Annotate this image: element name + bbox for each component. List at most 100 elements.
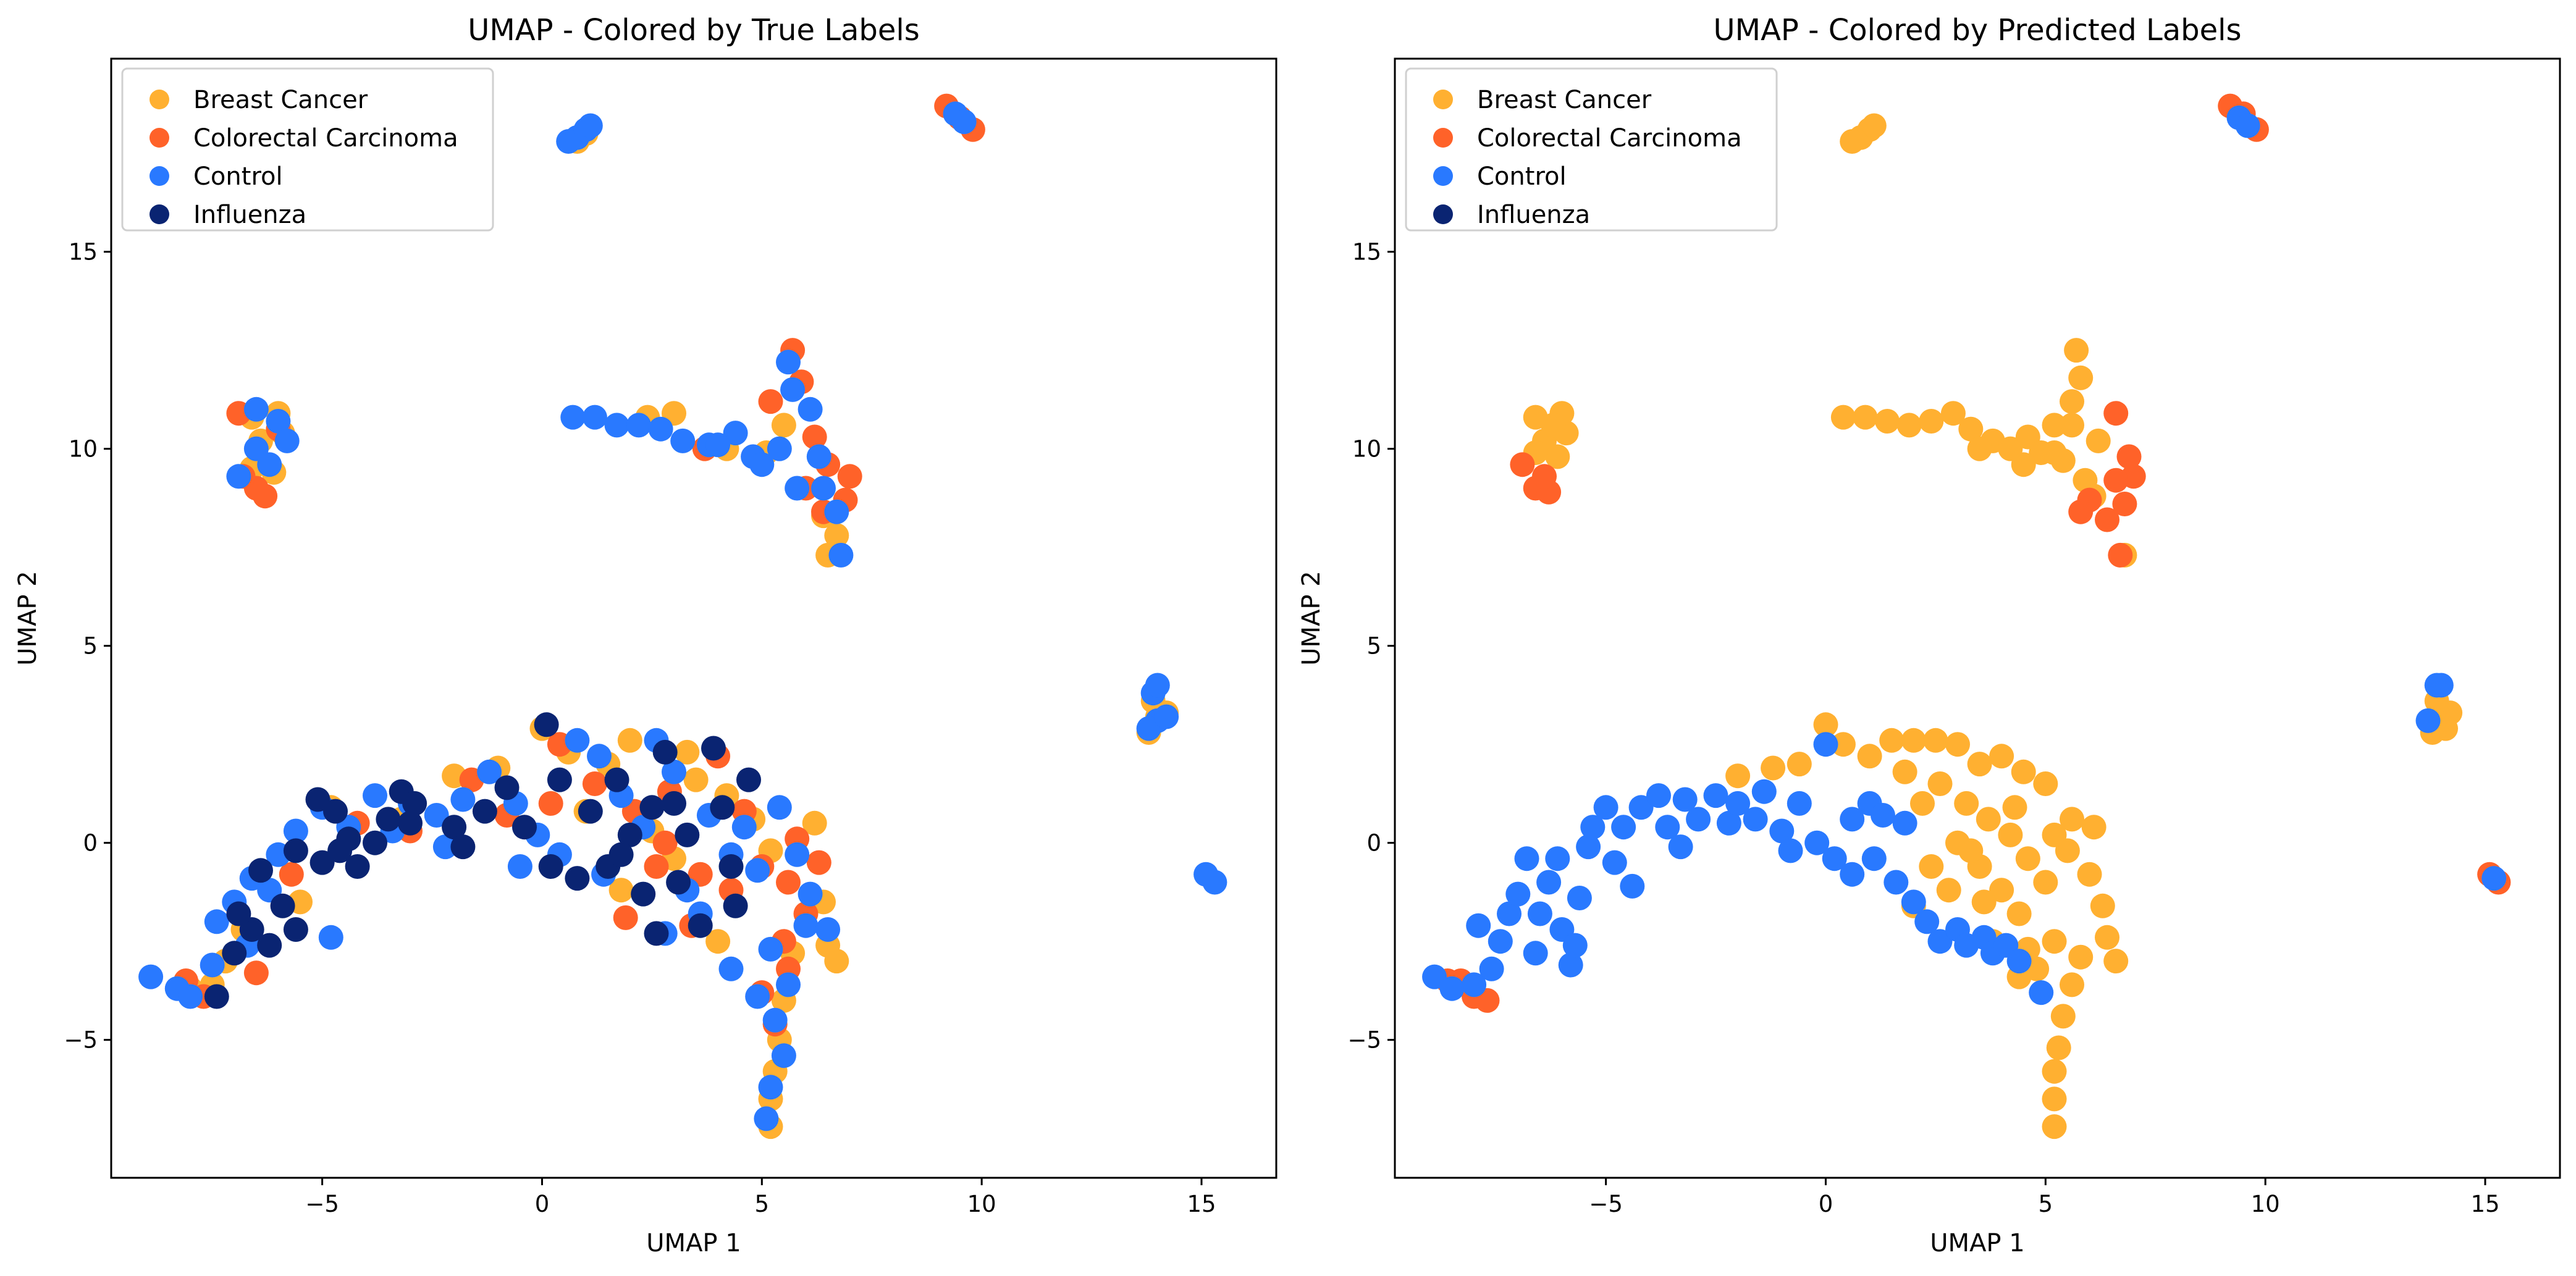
predicted-labels-point-colorectal-carcinoma	[1510, 452, 1535, 477]
predicted-labels-point-breast-cancer	[2060, 807, 2084, 832]
predicted-labels-point-breast-cancer	[1976, 807, 2001, 832]
true-labels-point-control	[243, 397, 269, 422]
true-labels-point-control	[648, 416, 673, 442]
true-labels-point-influenza	[226, 901, 251, 926]
true-labels-point-breast-cancer	[824, 949, 849, 974]
true-labels-point-influenza	[204, 984, 229, 1009]
true-labels-ytick-label: 15	[69, 239, 98, 266]
true-labels-panel: −5 0 5 10 15 −5 0 5 10 15 UMAP - Colored by True…	[14, 13, 1277, 1257]
predicted-labels-point-breast-cancer	[2042, 440, 2067, 465]
predicted-labels-xticks: −5 0 5 10 15	[1589, 1178, 2500, 1217]
predicted-labels-legend-marker-breast-cancer	[1433, 90, 1453, 109]
predicted-labels-point-breast-cancer	[1998, 822, 2023, 847]
predicted-labels-point-breast-cancer	[2015, 846, 2040, 871]
predicted-labels-point-control	[2481, 866, 2507, 891]
true-labels-point-control	[274, 428, 300, 453]
predicted-labels-point-breast-cancer	[2042, 1114, 2067, 1140]
true-labels-point-influenza	[547, 767, 572, 792]
predicted-labels-title: UMAP - Colored by Predicted Labels	[1714, 13, 2242, 48]
predicted-labels-plot-frame	[1394, 57, 2561, 1179]
predicted-labels-ylabel: UMAP 2	[1297, 571, 1326, 665]
true-labels-point-control	[785, 476, 810, 501]
predicted-labels-point-control	[1892, 810, 1917, 836]
true-labels-point-control	[806, 444, 831, 469]
true-labels-point-control	[432, 834, 458, 860]
true-labels-point-control	[811, 476, 836, 501]
predicted-labels-point-breast-cancer	[2081, 815, 2107, 840]
predicted-labels-point-control	[2006, 949, 2032, 974]
predicted-labels-point-breast-cancer	[1879, 728, 1905, 753]
true-labels-point-influenza	[512, 815, 537, 840]
predicted-labels-point-breast-cancer	[1857, 744, 1882, 769]
true-labels-ytick-label: −5	[64, 1027, 98, 1054]
predicted-labels-point-control	[1927, 929, 1953, 954]
predicted-labels-point-breast-cancer	[1813, 712, 1838, 737]
predicted-labels-point-breast-cancer	[2011, 452, 2036, 477]
true-labels-point-control	[626, 413, 651, 438]
predicted-labels-point-control	[1462, 972, 1487, 997]
predicted-labels-point-control	[1914, 909, 1940, 934]
predicted-labels-point-control	[1514, 846, 1539, 871]
predicted-labels-point-control	[1527, 901, 1552, 926]
true-labels-plot-frame	[110, 57, 1277, 1179]
predicted-labels-point-breast-cancer	[2042, 413, 2067, 438]
predicted-labels-point-breast-cancer	[1971, 889, 1997, 915]
true-labels-point-breast-cancer	[683, 767, 709, 792]
true-labels-legend-marker-influenza	[149, 204, 169, 224]
true-labels-point-control	[1202, 870, 1227, 895]
predicted-labels-point-breast-cancer	[1830, 405, 1856, 430]
predicted-labels-point-breast-cancer	[1541, 413, 1566, 438]
true-labels-point-influenza	[323, 799, 348, 824]
true-labels-point-control	[815, 917, 841, 942]
true-labels-point-control	[283, 818, 308, 844]
predicted-labels-point-control	[1716, 810, 1741, 836]
predicted-labels-point-colorectal-carcinoma	[2112, 492, 2137, 516]
true-labels-point-breast-cancer	[617, 728, 642, 753]
predicted-labels-point-breast-cancer	[1830, 732, 1856, 757]
true-labels-point-influenza	[652, 739, 678, 765]
predicted-labels-point-breast-cancer	[1853, 405, 1878, 430]
predicted-labels-point-breast-cancer	[2064, 338, 2089, 363]
true-labels-point-control	[1136, 716, 1161, 741]
predicted-labels-point-breast-cancer	[2077, 862, 2102, 887]
predicted-labels-point-control	[1751, 779, 1777, 804]
true-labels-point-colorectal-carcinoma	[253, 484, 278, 509]
true-labels-legend-marker-colorectal-carcinoma	[149, 128, 169, 148]
true-labels-point-control	[1154, 704, 1179, 729]
predicted-labels-point-control	[1466, 913, 1491, 938]
predicted-labels-point-control	[1422, 964, 1447, 989]
true-labels-point-influenza	[305, 787, 330, 812]
true-labels-point-control	[758, 1075, 783, 1100]
true-labels-point-control	[745, 984, 770, 1009]
true-labels-point-influenza	[283, 917, 308, 942]
predicted-labels-point-breast-cancer	[1761, 755, 1786, 781]
predicted-labels-point-control	[1602, 850, 1627, 875]
predicted-labels-xtick-label: 15	[2470, 1191, 2499, 1217]
predicted-labels-point-breast-cancer	[2060, 413, 2084, 438]
true-labels-point-control	[587, 744, 612, 769]
predicted-labels-point-control	[1804, 830, 1830, 855]
true-labels-point-control	[828, 542, 854, 568]
predicted-labels-point-control	[1628, 795, 1654, 820]
predicted-labels-legend-label-influenza: Influenza	[1477, 201, 1590, 229]
true-labels-point-control	[745, 858, 770, 883]
true-labels-point-control	[582, 405, 607, 430]
predicted-labels-point-breast-cancer	[2086, 428, 2111, 453]
true-labels-point-influenza	[248, 858, 273, 883]
predicted-labels-point-breast-cancer	[1896, 413, 1922, 438]
predicted-labels-point-control	[1822, 846, 1847, 871]
true-labels-point-control	[318, 925, 343, 950]
predicted-labels-point-breast-cancer	[1787, 752, 1812, 777]
predicted-labels-legend-box	[1405, 67, 1778, 232]
true-labels-point-influenza	[639, 795, 665, 820]
predicted-labels-point-control	[1593, 795, 1618, 820]
predicted-labels-point-control	[1488, 929, 1513, 954]
predicted-labels-point-control	[1611, 815, 1636, 840]
predicted-labels-point-breast-cancer	[2060, 972, 2084, 997]
predicted-labels-point-breast-cancer	[2042, 1086, 2067, 1112]
predicted-labels-legend-marker-control	[1433, 166, 1453, 186]
true-labels-ytick-label: 0	[83, 830, 98, 857]
predicted-labels-point-control	[1505, 881, 1531, 907]
true-labels-point-control	[793, 913, 819, 938]
true-labels-point-breast-cancer	[705, 929, 731, 954]
